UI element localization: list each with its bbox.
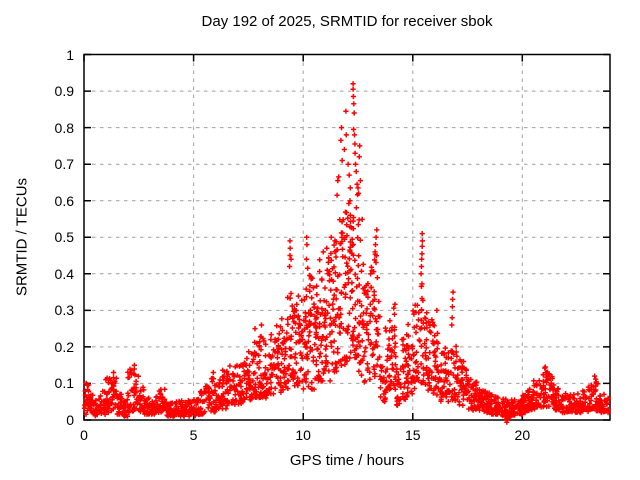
y-tick-label: 0.7 <box>54 156 74 173</box>
y-tick-label: 0.5 <box>54 229 74 246</box>
scatter-points <box>81 81 611 425</box>
x-tick-label: 5 <box>189 427 198 443</box>
y-tick-label: 0.2 <box>54 338 74 355</box>
y-tick-label: 0.9 <box>54 83 74 100</box>
y-tick-label: 0.8 <box>54 119 74 136</box>
y-tick-label: 0.6 <box>54 192 74 209</box>
x-tick-label: 0 <box>80 427 88 443</box>
y-tick-label: 0.3 <box>54 302 74 319</box>
x-tick-label: 15 <box>404 427 421 443</box>
y-tick-label: 1 <box>66 46 74 63</box>
y-tick-label: 0 <box>66 412 74 428</box>
x-tick-label: 20 <box>514 427 531 443</box>
x-tick-label: 10 <box>295 427 311 443</box>
y-tick-label: 0.4 <box>54 265 74 282</box>
y-tick-label: 0.1 <box>54 375 74 392</box>
chart-title: Day 192 of 2025, SRMTID for receiver sbo… <box>201 13 493 30</box>
x-axis-title: GPS time / hours <box>289 452 405 469</box>
